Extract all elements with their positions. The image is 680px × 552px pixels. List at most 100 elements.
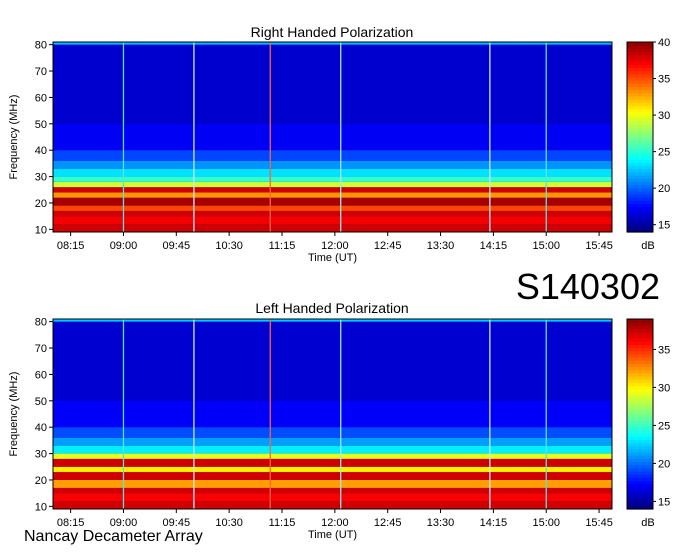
spectrum-band xyxy=(53,437,612,446)
colorbar-segment xyxy=(627,407,653,412)
colorbar-segment xyxy=(627,436,653,440)
plot-frame xyxy=(52,318,613,510)
colorbar-segment xyxy=(627,344,653,349)
colorbar-segment xyxy=(627,353,653,358)
spectrum-band xyxy=(53,160,612,169)
x-tick-label: 13:30 xyxy=(427,517,455,529)
spectrum-band xyxy=(53,501,612,509)
colorbar-segment xyxy=(627,118,653,122)
y-tick-label: 10 xyxy=(35,224,47,236)
colorbar-segment xyxy=(627,76,653,81)
colorbar-segment xyxy=(627,171,653,176)
y-tick-label: 50 xyxy=(35,396,47,408)
colorbar-segment xyxy=(627,388,653,393)
colorbar-segment xyxy=(627,130,653,135)
colorbar-segment xyxy=(627,369,653,374)
colorbar-segment xyxy=(627,372,653,377)
colorbar-segment xyxy=(627,410,653,415)
colorbar-tick-label: 30 xyxy=(658,382,670,394)
x-tick-label: 09:45 xyxy=(163,517,191,529)
y-tick-label: 60 xyxy=(35,369,47,381)
colorbar-segment xyxy=(627,499,653,504)
colorbar-segment xyxy=(627,426,653,431)
x-tick-label: 15:00 xyxy=(532,517,560,529)
y-tick-label: 80 xyxy=(35,40,47,52)
colorbar-segment xyxy=(627,165,653,170)
colorbar-segment xyxy=(627,505,653,510)
colorbar-segment xyxy=(627,445,653,450)
colorbar-segment xyxy=(627,105,653,110)
spectrum-band xyxy=(53,192,612,198)
x-tick-label: 11:15 xyxy=(269,517,296,529)
colorbar-segment xyxy=(627,480,653,485)
colorbar-segment xyxy=(627,140,653,144)
colorbar-tick-label: 15 xyxy=(658,220,670,232)
colorbar-segment xyxy=(627,95,653,100)
colorbar-tick-label: 35 xyxy=(658,74,670,86)
colorbar-segment xyxy=(627,175,653,179)
y-tick-label: 70 xyxy=(35,343,47,355)
colorbar-segment xyxy=(627,385,653,390)
x-tick-label: 14:15 xyxy=(480,517,508,529)
x-tick-label: 11:15 xyxy=(269,240,296,252)
x-tick-label: 09:45 xyxy=(163,240,191,252)
colorbar-segment xyxy=(627,439,653,444)
colorbar-tick-label: 35 xyxy=(658,344,670,356)
colorbar-segment xyxy=(627,48,653,53)
y-axis-label: Frequency (MHz) xyxy=(8,372,20,457)
colorbar-segment xyxy=(627,54,653,59)
spectrum-band xyxy=(53,224,612,232)
y-tick-label: 30 xyxy=(35,172,47,184)
colorbar-segment xyxy=(627,137,653,141)
colorbar-segment xyxy=(627,429,653,434)
colorbar-segment xyxy=(627,391,653,396)
x-tick-label: 09:00 xyxy=(110,240,138,252)
colorbar-segment xyxy=(627,57,653,62)
spectrum-band xyxy=(53,400,612,428)
colorbar-segment xyxy=(627,363,653,368)
colorbar-segment xyxy=(627,338,653,342)
spectrum-band xyxy=(53,472,612,480)
colorbar-segment xyxy=(627,181,653,186)
colorbar-segment xyxy=(627,334,653,339)
colorbar-segment xyxy=(627,80,653,84)
colorbar-segment xyxy=(627,502,653,507)
colorbar-segment xyxy=(627,350,653,355)
colorbar-segment xyxy=(627,51,653,56)
colorbar-segment xyxy=(627,187,653,192)
colorbar-segment xyxy=(627,347,653,352)
colorbar-segment xyxy=(627,366,653,371)
spectrogram-left: 10 20 30 40 50 60 70 80 Frequency (MHz) 08:15 09:0… xyxy=(8,317,670,541)
y-tick-label: 50 xyxy=(35,119,47,131)
y-tick-label: 80 xyxy=(35,317,47,329)
x-tick-label: 13:30 xyxy=(427,240,455,252)
colorbar-segment xyxy=(627,474,653,478)
colorbar-segment xyxy=(627,83,653,87)
colorbar-segment xyxy=(627,423,653,428)
colorbar-segment xyxy=(627,222,653,227)
colorbar-segment xyxy=(627,156,653,160)
colorbar-segment xyxy=(627,490,653,494)
colorbar-segment xyxy=(627,225,653,230)
colorbar-segment xyxy=(627,404,653,409)
colorbar-segment xyxy=(627,433,653,437)
y-tick-label: 40 xyxy=(35,145,47,157)
colorbar-tick-label: 20 xyxy=(658,183,670,195)
spectrum-band xyxy=(53,216,612,225)
x-tick-label: 15:45 xyxy=(585,240,613,252)
spectrum-band xyxy=(53,205,612,211)
colorbar-segment xyxy=(627,464,653,469)
spectrum-band xyxy=(53,458,612,467)
colorbar-segment xyxy=(627,111,653,116)
spectrum-band xyxy=(53,187,612,193)
colorbar-segment xyxy=(627,89,653,94)
colorbar-segment xyxy=(627,322,653,326)
colorbar-segment xyxy=(627,194,653,198)
colorbar-segment xyxy=(627,146,653,151)
x-tick-label: 12:45 xyxy=(374,517,402,529)
colorbar-segment xyxy=(627,219,653,224)
colorbar-segment xyxy=(627,467,653,472)
y-tick-label: 40 xyxy=(35,422,47,434)
colorbar-segment xyxy=(627,143,653,148)
observation-code: S140302 xyxy=(515,266,660,307)
